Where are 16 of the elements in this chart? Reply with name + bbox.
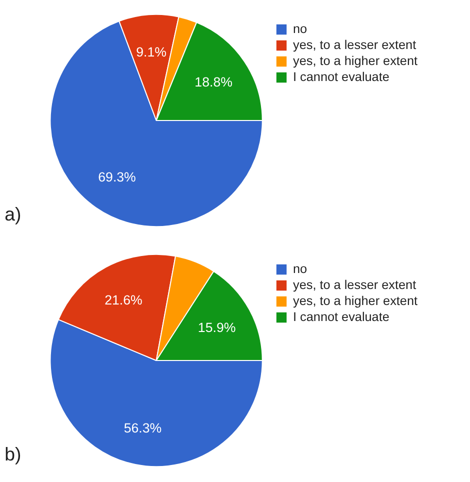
data-label: 21.6% [104, 292, 143, 308]
legend-label: I cannot evaluate [293, 310, 390, 324]
legend-label: yes, to a higher extent [293, 54, 418, 68]
data-label: 18.8% [194, 74, 233, 90]
text: a) [4, 203, 22, 224]
legend-label: I cannot evaluate [293, 70, 390, 84]
legend-label: yes, to a lesser extent [293, 278, 416, 292]
legend-label: yes, to a higher extent [293, 294, 418, 308]
data-label: 9.1% [136, 44, 167, 60]
legend-label: no [293, 262, 308, 276]
legend-label: yes, to a lesser extent [293, 38, 416, 52]
legend-label: no [293, 22, 308, 36]
text: b) [4, 443, 22, 464]
data-label: 69.3% [98, 170, 136, 185]
data-label: 15.9% [198, 320, 236, 336]
data-label: 56.3% [124, 420, 162, 436]
